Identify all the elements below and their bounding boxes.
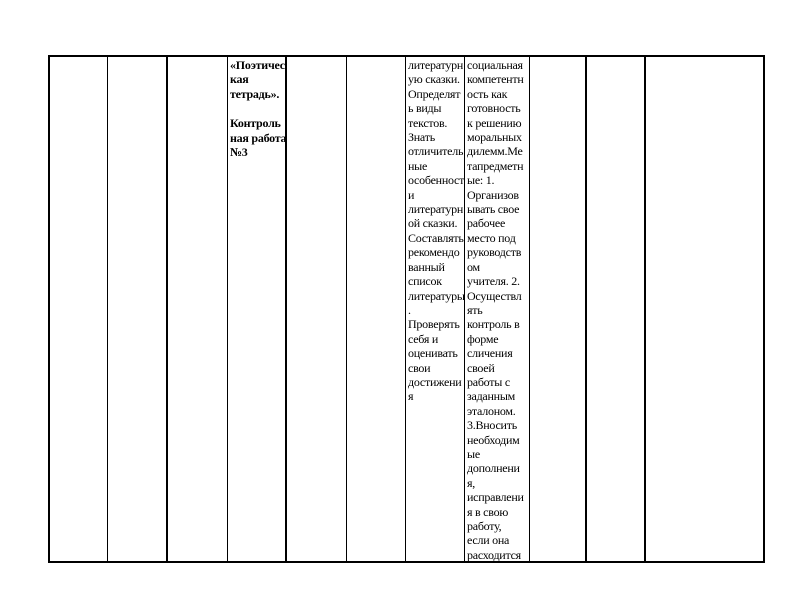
table-column-9: [530, 57, 587, 561]
table-column-subject-skills: литературн ую сказки. Определят ь виды т…: [406, 57, 465, 561]
table-column-11: [646, 57, 763, 561]
control-work-label: Контроль ная работа №3: [230, 116, 287, 160]
table-column-1: [50, 57, 108, 561]
table-column-6: [347, 57, 406, 561]
curriculum-table: «Поэтичес кая тетрадь». Контроль ная раб…: [48, 55, 765, 563]
table-column-5: [287, 57, 347, 561]
table-column-section-topic: «Поэтичес кая тетрадь». Контроль ная раб…: [228, 57, 287, 561]
subject-skills-text: литературн ую сказки. Определят ь виды т…: [408, 58, 465, 404]
table-column-10: [587, 57, 646, 561]
table-column-competencies: социальная компетентн ость как готовност…: [465, 57, 530, 561]
table-column-3: [168, 57, 228, 561]
section-title-text: «Поэтичес кая тетрадь».: [230, 58, 285, 101]
competencies-text: социальная компетентн ость как готовност…: [467, 58, 524, 561]
table-column-2: [108, 57, 168, 561]
